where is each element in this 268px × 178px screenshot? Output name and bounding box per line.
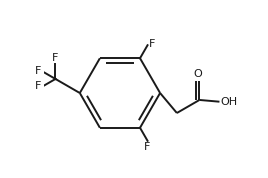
Text: F: F xyxy=(35,82,42,91)
Text: O: O xyxy=(193,69,202,79)
Text: OH: OH xyxy=(220,97,237,107)
Text: F: F xyxy=(149,39,155,49)
Text: F: F xyxy=(35,66,42,76)
Text: F: F xyxy=(52,53,59,63)
Text: F: F xyxy=(144,142,151,152)
